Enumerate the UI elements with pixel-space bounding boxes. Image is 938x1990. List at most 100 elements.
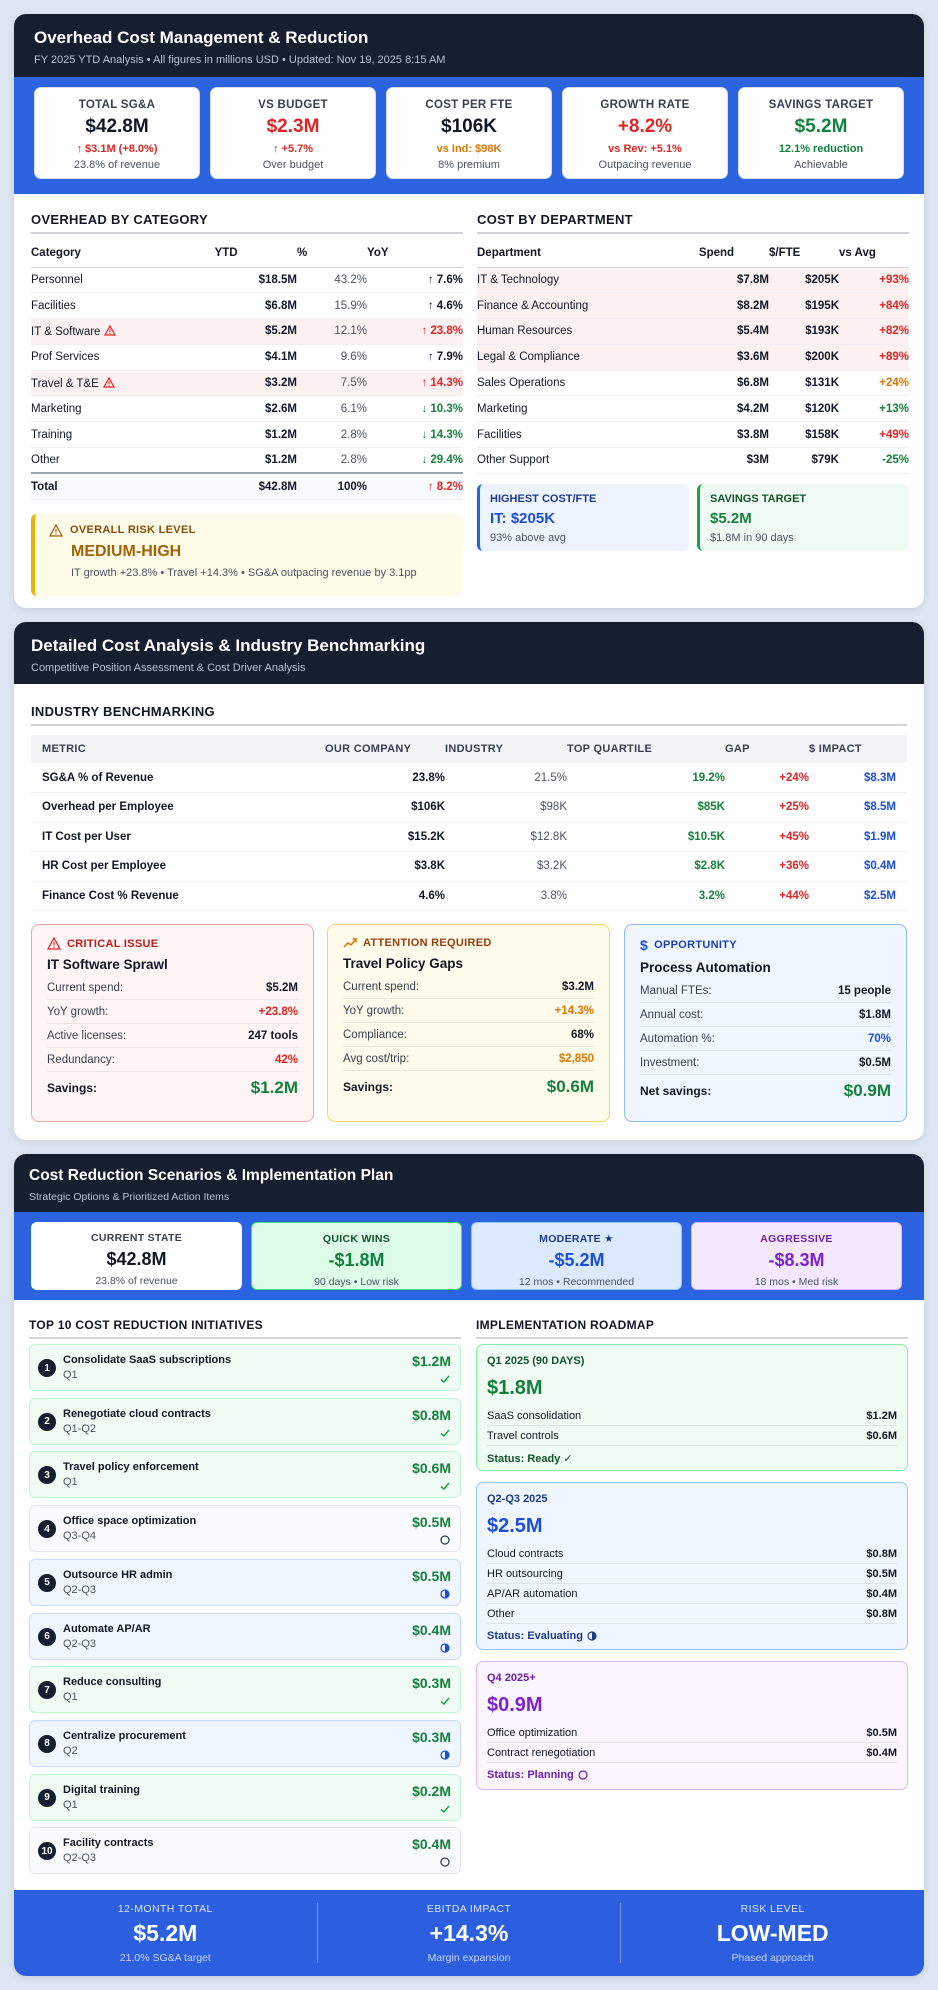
- highest-cost-card: HIGHEST COST/FTE IT: $205K 93% above avg: [477, 483, 689, 551]
- table-row: Sales Operations $6.8M $131K +24%: [477, 370, 909, 397]
- initiative-name: Consolidate SaaS subscriptions: [63, 1354, 232, 1366]
- initiative-name: Outsource HR admin: [63, 1568, 173, 1581]
- scenario-sub: 90 days • Low risk: [314, 1276, 399, 1288]
- bench-top-quartile: $10.5K: [567, 822, 725, 852]
- category-name: Prof Services: [31, 344, 215, 371]
- bench-ours: $15.2K: [325, 822, 445, 852]
- table-row: Travel & T&E $3.2M 7.5% ↑ 14.3%: [31, 370, 463, 397]
- risk-detail: IT growth +23.8% • Travel +14.3% • SG&A …: [71, 566, 417, 579]
- scenario-sub: 12 mos • Recommended: [518, 1276, 635, 1288]
- issue-row: Current spend: $3.2M: [343, 975, 594, 999]
- scenario-label: CURRENT STATE: [90, 1232, 182, 1244]
- initiative-item[interactable]: 5 Outsource HR admin Q2-Q3 $0.5M: [29, 1558, 461, 1606]
- table-row: Marketing $4.2M $120K +13%: [477, 395, 909, 423]
- table-row: Other $1.2M 2.8% ↓ 29.4%: [31, 447, 463, 474]
- dept-fte: $120K: [769, 395, 839, 423]
- issue-tag: $ OPPORTUNITY: [640, 937, 891, 953]
- initiative-rank: 8: [38, 1734, 56, 1753]
- scenario-quick-wins[interactable]: QUICK WINS -$1.8M 90 days • Low risk: [251, 1222, 462, 1290]
- issue-value: 247 tools: [248, 1029, 298, 1042]
- dept-vs-avg: +93%: [839, 267, 909, 294]
- roadmap-item: Travel controls $0.6M: [487, 1426, 897, 1446]
- roadmap-phase-q4: Q4 2025+ $0.9M Office optimization $0.5M …: [476, 1661, 908, 1790]
- roadmap-phase-label: Q1 2025 (90 DAYS): [487, 1355, 585, 1367]
- footer-total: 12-MONTH TOTAL $5.2M 21.0% SG&A target: [14, 1903, 317, 1964]
- roadmap-item-label: AP/AR automation: [487, 1587, 578, 1600]
- issue-key: Active licenses:: [47, 1029, 127, 1042]
- kpi-change: vs Ind: $98K: [436, 143, 502, 155]
- initiative-rank: 10: [38, 1842, 56, 1861]
- roadmap-status-label: Status: Planning: [487, 1769, 574, 1781]
- table-row: IT & Software $5.2M 12.1% ↑ 23.8%: [31, 318, 463, 345]
- table-row: Other Support $3M $79K -25%: [477, 447, 909, 474]
- footer-divider: [620, 1903, 622, 1963]
- section-title: TOP 10 COST REDUCTION INITIATIVES: [29, 1318, 461, 1339]
- kpi-value: $106K: [441, 116, 497, 137]
- summary-footer: 12-MONTH TOTAL $5.2M 21.0% SG&A target E…: [14, 1890, 924, 1976]
- col-header: GAP: [725, 735, 809, 763]
- category-yoy: ↑ 4.6%: [367, 292, 463, 320]
- bench-impact: $0.4M: [809, 851, 907, 882]
- critical-issue-card: CRITICAL ISSUE IT Software Sprawl Curren…: [31, 924, 314, 1122]
- page-subtitle: FY 2025 YTD Analysis • All figures in mi…: [34, 54, 446, 66]
- initiative-item[interactable]: 7 Reduce consulting Q1 $0.3M: [29, 1666, 461, 1714]
- savings-value: $0.9M: [843, 1081, 891, 1100]
- kpi-value: $2.3M: [266, 116, 320, 137]
- attention-required-card: ATTENTION REQUIRED Travel Policy Gaps Cu…: [327, 924, 610, 1122]
- initiative-item[interactable]: 10 Facility contracts Q2-Q3 $0.4M: [29, 1827, 461, 1875]
- issue-row: YoY growth: +14.3%: [343, 999, 594, 1023]
- kpi-card-vs-budget: VS BUDGET $2.3M ↑ +5.7% Over budget: [210, 87, 376, 179]
- issue-tag-label: OPPORTUNITY: [654, 939, 737, 951]
- initiative-item[interactable]: 6 Automate AP/AR Q2-Q3 $0.4M: [29, 1612, 461, 1660]
- initiative-value: $0.8M: [412, 1406, 451, 1423]
- issue-key: Compliance:: [343, 1028, 407, 1041]
- bench-industry: 21.5%: [445, 763, 567, 793]
- risk-value: MEDIUM-HIGH: [71, 542, 182, 560]
- issue-value: 70%: [867, 1032, 891, 1045]
- scenario-aggressive[interactable]: AGGRESSIVE -$8.3M 18 mos • Med risk: [691, 1222, 902, 1290]
- category-pct: 2.8%: [297, 447, 367, 474]
- initiative-item[interactable]: 4 Office space optimization Q3-Q4 $0.5M: [29, 1505, 461, 1553]
- kpi-label: TOTAL SG&A: [78, 99, 156, 111]
- scenario-sub: 23.8% of revenue: [95, 1275, 178, 1287]
- issue-rows: Current spend: $5.2M YoY growth: +23.8% Ac…: [47, 976, 298, 1072]
- issue-savings: Net savings: $0.9M: [640, 1081, 891, 1101]
- bench-impact: $2.5M: [809, 881, 907, 911]
- roadmap-item-label: Other: [487, 1607, 515, 1620]
- initiative-rank: 4: [38, 1520, 56, 1539]
- category-ytd: $5.2M: [214, 318, 297, 345]
- issue-value: $1.8M: [859, 1008, 891, 1021]
- table-row: Facilities $3.8M $158K +49%: [477, 421, 909, 449]
- initiative-item[interactable]: 8 Centralize procurement Q2 $0.3M: [29, 1719, 461, 1767]
- initiative-value: $0.4M: [412, 1836, 451, 1853]
- dept-vs-avg: +24%: [839, 370, 909, 397]
- roadmap-item-label: Office optimization: [487, 1726, 578, 1739]
- initiative-value: $0.3M: [412, 1675, 451, 1692]
- scenario-value: -$8.3M: [768, 1250, 825, 1270]
- issue-row: Active licenses: 247 tools: [47, 1024, 298, 1048]
- table-row: IT Cost per User $15.2K $12.8K $10.5K +4…: [31, 822, 907, 852]
- initiative-value: $1.2M: [412, 1353, 451, 1369]
- initiative-rank: 6: [38, 1627, 56, 1646]
- initiative-item[interactable]: 1 Consolidate SaaS subscriptions Q1 $1.2M: [29, 1344, 461, 1391]
- initiative-item[interactable]: 3 Travel policy enforcement Q1 $0.6M: [29, 1451, 461, 1499]
- roadmap-item: Other $0.8M: [487, 1604, 897, 1624]
- scenario-moderate[interactable]: MODERATE ★ -$5.2M 12 mos • Recommended: [471, 1222, 682, 1290]
- bench-gap: +25%: [725, 792, 809, 823]
- dept-spend: $8.2M: [698, 292, 769, 320]
- roadmap-amount: $1.8M: [487, 1377, 543, 1399]
- roadmap-phase-q2-q3: Q2-Q3 2025 $2.5M Cloud contracts $0.8M HR…: [476, 1482, 908, 1650]
- table-row: Finance & Accounting $8.2M $195K +84%: [477, 292, 909, 320]
- initiative-name: Office space optimization: [63, 1515, 197, 1528]
- initiative-item[interactable]: 9 Digital training Q1 $0.2M: [29, 1773, 461, 1821]
- table-row: Human Resources $5.4M $193K +82%: [477, 318, 909, 345]
- category-yoy: ↑ 14.3%: [367, 370, 463, 397]
- benchmark-section: INDUSTRY BENCHMARKING METRIC OUR COMPANY…: [31, 704, 907, 911]
- dept-name: Finance & Accounting: [477, 292, 699, 320]
- section-title: OVERHEAD BY CATEGORY: [31, 212, 463, 234]
- dept-name: Legal & Compliance: [477, 344, 699, 371]
- initiative-item[interactable]: 2 Renegotiate cloud contracts Q1-Q2 $0.8M: [29, 1397, 461, 1445]
- issue-key: Investment:: [640, 1056, 700, 1069]
- bench-gap: +24%: [725, 763, 809, 793]
- dept-summary-cards: HIGHEST COST/FTE IT: $205K 93% above avg…: [477, 483, 909, 551]
